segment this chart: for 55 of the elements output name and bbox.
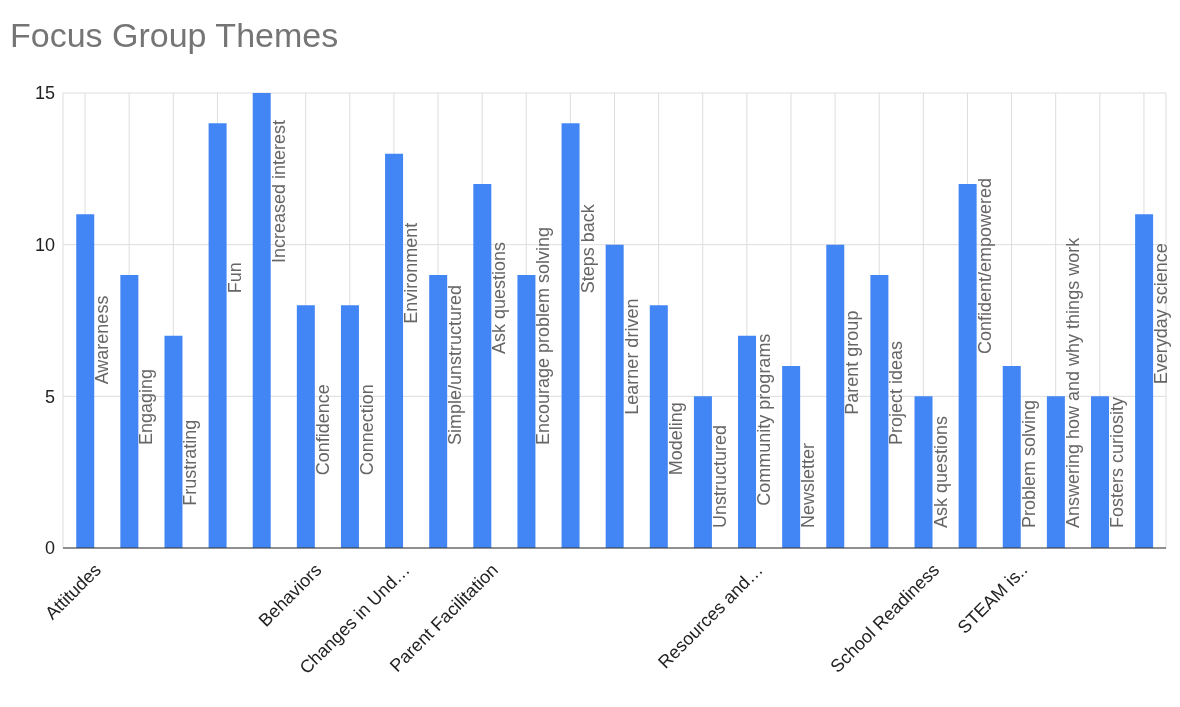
data-label: Connection xyxy=(356,384,377,476)
bar xyxy=(340,305,359,548)
data-label: Awareness xyxy=(92,295,113,385)
data-label: Learner driven xyxy=(621,298,642,415)
bar xyxy=(870,275,889,548)
bar xyxy=(1046,396,1065,548)
bar xyxy=(826,244,845,548)
data-label: Project ideas xyxy=(886,340,907,445)
bar xyxy=(473,184,492,548)
y-tick-label: 10 xyxy=(34,235,55,256)
data-label: Ask questions xyxy=(489,241,510,354)
data-label: Modeling xyxy=(665,402,686,476)
bar xyxy=(252,93,271,548)
data-label: Fosters curiosity xyxy=(1107,396,1127,528)
data-label: Answering how and why things work xyxy=(1062,236,1083,528)
bar xyxy=(693,396,712,548)
data-label: Unstructured xyxy=(709,424,730,528)
data-label: Steps back xyxy=(577,203,598,294)
bar xyxy=(208,123,227,548)
data-label: Simple/unstructured xyxy=(445,284,466,445)
bar xyxy=(1135,214,1154,548)
data-label: Ask questions xyxy=(930,415,951,528)
bar xyxy=(1091,396,1109,548)
data-label: Everyday science xyxy=(1151,243,1172,385)
data-label: Newsletter xyxy=(798,442,819,528)
y-tick-label: 5 xyxy=(44,386,55,407)
bar xyxy=(1002,366,1021,548)
data-label: Confident/empowered xyxy=(974,177,995,354)
chart-title: Focus Group Themes xyxy=(10,16,339,55)
bar xyxy=(385,153,404,548)
bar xyxy=(76,214,95,548)
data-label: Encourage problem solving xyxy=(533,226,554,445)
y-tick-label: 15 xyxy=(34,83,55,104)
bar xyxy=(649,305,668,548)
bar xyxy=(120,275,139,548)
bar xyxy=(605,244,624,548)
data-label: Community programs xyxy=(754,333,775,506)
data-label: Frustrating xyxy=(180,419,201,506)
bar xyxy=(738,335,757,548)
bar xyxy=(296,305,315,548)
bar xyxy=(914,396,933,548)
y-tick-label: 0 xyxy=(44,538,55,559)
data-label: Increased interest xyxy=(268,119,289,263)
data-label: Parent group xyxy=(842,310,863,415)
data-label: Fun xyxy=(224,262,245,294)
bar xyxy=(164,335,183,548)
data-label: Problem solving xyxy=(1018,399,1039,528)
data-label: Environment xyxy=(401,222,422,324)
bar xyxy=(517,275,536,548)
bar xyxy=(561,123,580,548)
bar xyxy=(782,366,801,548)
bar xyxy=(958,184,977,548)
data-label: Confidence xyxy=(312,384,333,476)
data-label: Engaging xyxy=(136,368,157,445)
bar xyxy=(429,275,448,548)
